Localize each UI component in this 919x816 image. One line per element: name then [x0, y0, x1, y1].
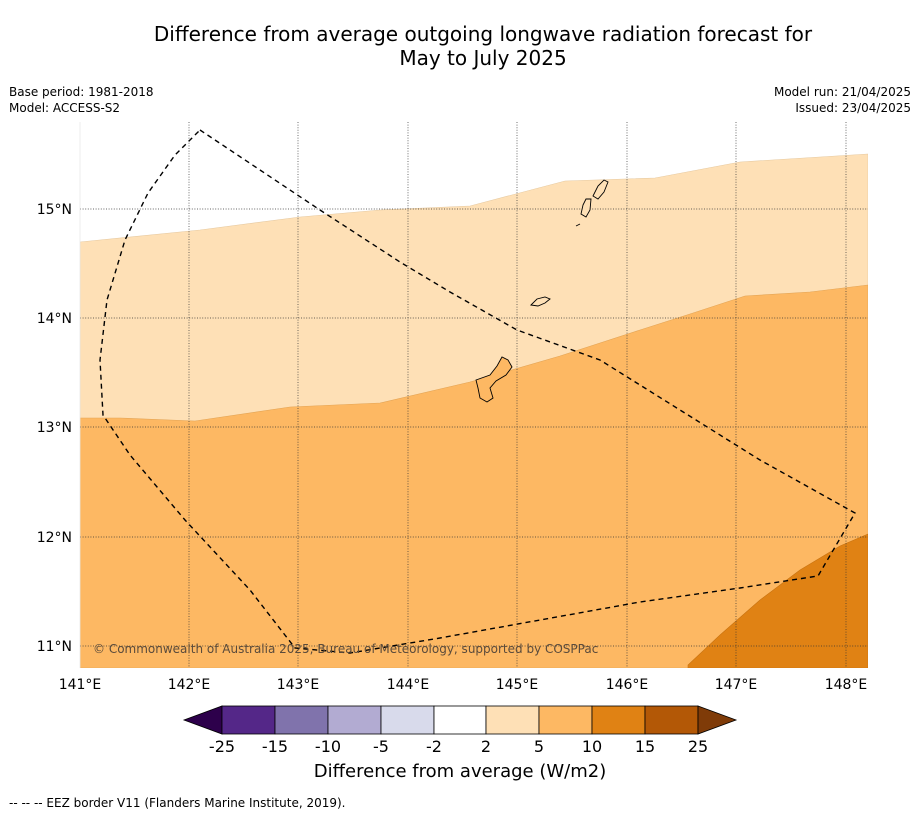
islands	[475, 179, 609, 403]
colorbar-bin	[538, 705, 593, 735]
lon-label: 141°E	[59, 677, 102, 693]
title-line-2: May to July 2025	[399, 46, 567, 70]
meta-right: Model run: 21/04/2025 Issued: 23/04/2025	[774, 84, 911, 116]
lon-label: 148°E	[825, 677, 868, 693]
lon-label: 142°E	[168, 677, 211, 693]
lat-label: 14°N	[37, 311, 72, 327]
lon-label: 147°E	[715, 677, 758, 693]
lat-tick-labels: 15°N 14°N 13°N 12°N 11°N	[37, 202, 72, 655]
saipan-island	[592, 179, 609, 200]
map-title: Difference from average outgoing longwav…	[60, 22, 906, 70]
guam-island	[475, 356, 513, 403]
colorbar-tick: 15	[635, 737, 655, 756]
colorbar-bin	[485, 705, 540, 735]
map-area	[80, 122, 868, 668]
colorbar-tick: -5	[373, 737, 389, 756]
gridlines	[80, 122, 868, 668]
colorbar-tick: -2	[426, 737, 442, 756]
colorbar-bin	[380, 705, 435, 735]
colorbar-under-triangle	[182, 705, 223, 735]
colorbar-tick: 5	[534, 737, 544, 756]
issued-date: Issued: 23/04/2025	[795, 101, 911, 115]
lat-label: 15°N	[37, 202, 72, 218]
colorbar-over-triangle	[697, 705, 738, 735]
band-5-to-10	[80, 284, 868, 668]
colorbar-bin	[327, 705, 382, 735]
colorbar-tick-labels: -25 -15 -10 -5 -2 2 5 10 15 25	[209, 737, 708, 756]
colorbar-bin	[221, 705, 276, 735]
lat-label: 11°N	[37, 639, 72, 655]
aguijan-island	[575, 223, 581, 227]
lon-label: 143°E	[277, 677, 320, 693]
lat-label: 12°N	[37, 530, 72, 546]
colorbar-tick: 2	[481, 737, 491, 756]
base-period: Base period: 1981-2018	[9, 85, 154, 99]
colorbar-tick: -25	[209, 737, 235, 756]
colorbar	[182, 705, 738, 735]
rota-island	[530, 296, 551, 307]
colorbar-bin	[644, 705, 699, 735]
eez-footnote: -- -- -- EEZ border V11 (Flanders Marine…	[9, 796, 346, 810]
lon-tick-labels: 141°E 142°E 143°E 144°E 145°E 146°E 147°…	[59, 677, 868, 693]
colorbar-bin	[591, 705, 646, 735]
colorbar-tick: 10	[582, 737, 602, 756]
model-name: Model: ACCESS-S2	[9, 101, 121, 115]
tinian-island	[580, 198, 592, 218]
colorbar-tick: -10	[315, 737, 341, 756]
colorbar-tick: -15	[262, 737, 288, 756]
lon-label: 145°E	[496, 677, 539, 693]
lon-label: 144°E	[387, 677, 430, 693]
credit-text: © Commonwealth of Australia 2025, Bureau…	[93, 642, 598, 656]
colorbar-tick: 25	[688, 737, 708, 756]
lat-label: 13°N	[37, 420, 72, 436]
title-line-1: Difference from average outgoing longwav…	[153, 22, 813, 46]
colorbar-bin	[433, 705, 487, 735]
meta-left: Base period: 1981-2018 Model: ACCESS-S2	[9, 84, 154, 116]
lon-label: 146°E	[606, 677, 649, 693]
model-run: Model run: 21/04/2025	[773, 85, 911, 99]
colorbar-bin	[274, 705, 329, 735]
colorbar-title: Difference from average (W/m2)	[313, 761, 607, 782]
